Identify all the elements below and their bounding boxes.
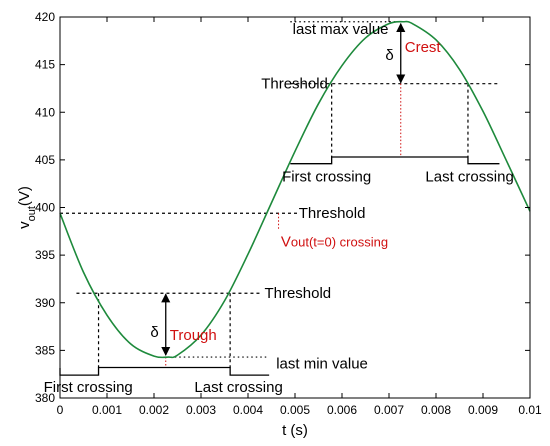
x-tick-label: 0.004 — [233, 403, 263, 417]
x-tick-label: 0.006 — [327, 403, 357, 417]
y-tick-label: 410 — [35, 105, 55, 119]
series-line-0 — [59, 20, 531, 359]
crest-delta: δ — [385, 47, 393, 64]
annotation-labels: last max value Threshold δ Crest First cross… — [44, 21, 514, 396]
y-tick-label: 420 — [35, 10, 55, 24]
y-tick-label: 400 — [35, 201, 55, 215]
zero-crossing-label: Vout(t=0) crossing — [281, 234, 388, 251]
x-tick-label: 0.003 — [186, 403, 216, 417]
middle-threshold-label: Threshold — [299, 205, 366, 222]
y-tick-label: 395 — [35, 248, 55, 262]
lower-crossing-pulse — [59, 366, 270, 376]
lower-last-crossing-label: Last crossing — [194, 379, 282, 396]
crest-label: Crest — [405, 39, 442, 56]
y-tick-label: 385 — [35, 343, 55, 357]
x-tick-label: 0.001 — [92, 403, 122, 417]
x-tick-label: 0.009 — [468, 403, 498, 417]
x-tick-label: 0.008 — [421, 403, 451, 417]
trough-label: Trough — [170, 327, 217, 344]
y-tick-label: 405 — [35, 153, 55, 167]
x-tick-label: 0 — [57, 403, 64, 417]
y-tick-label: 390 — [35, 296, 55, 310]
x-tick-label: 0.007 — [374, 403, 404, 417]
y-tick-label: 380 — [35, 391, 55, 405]
lower-threshold-label: Threshold — [264, 285, 331, 302]
plot-frame — [59, 16, 531, 399]
upper-crossing-pulse — [290, 156, 500, 165]
last-min-label: last min value — [276, 355, 368, 372]
x-axis-title: t (s) — [282, 422, 308, 439]
upper-threshold-label: Threshold — [261, 76, 328, 93]
x-tick-label: 0.002 — [139, 403, 169, 417]
trough-delta: δ — [150, 324, 158, 341]
series-layer — [59, 20, 531, 359]
last-max-label: last max value — [293, 21, 389, 38]
y-tick-label: 415 — [35, 58, 55, 72]
upper-last-crossing-label: Last crossing — [425, 169, 513, 186]
x-tick-label: 0.01 — [518, 403, 542, 417]
y-axis-title: vout(V) — [16, 186, 38, 229]
axes: 0 0.001 0.002 0.003 0.004 0.005 0.006 0.007 0.00… — [16, 10, 542, 439]
x-tick-label: 0.005 — [280, 403, 310, 417]
upper-first-crossing-label: First crossing — [282, 169, 371, 186]
lower-first-crossing-label: First crossing — [44, 379, 133, 396]
